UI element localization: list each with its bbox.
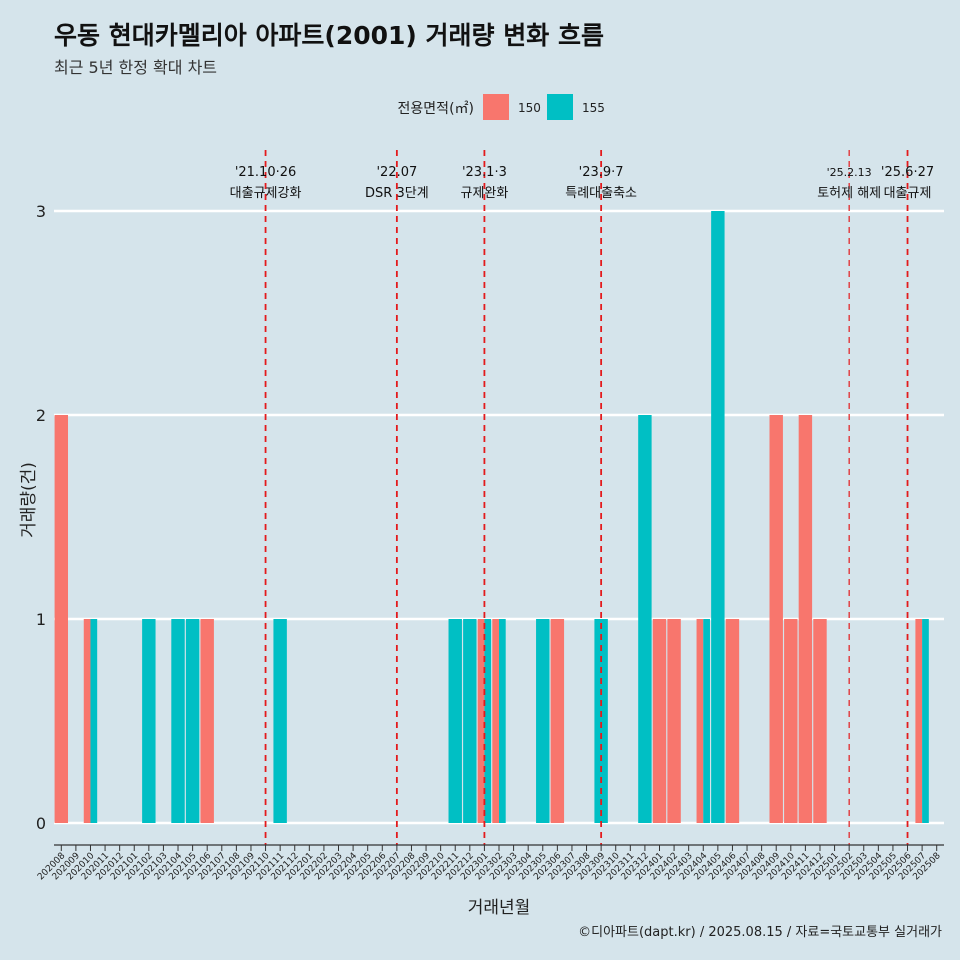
event-name-label: 대출규제강화 (230, 186, 302, 201)
bar-150-202402 (667, 619, 681, 823)
source-caption: ©디아파트(dapt.kr) / 2025.08.15 / 자료=국토교통부 실… (578, 925, 942, 940)
event-date-label: '22.07 (376, 165, 417, 180)
legend-title: 전용면적(㎡) (398, 101, 474, 117)
bar-155-202212 (463, 619, 477, 823)
bar-150-202404 (696, 619, 704, 823)
event-date-label: '25.6·27 (881, 165, 934, 180)
bar-155-202507 (922, 619, 929, 823)
y-tick-label: 1 (36, 610, 46, 629)
event-date-label: '23.9·7 (579, 165, 624, 180)
bar-155-202104 (171, 619, 185, 823)
bar-150-202401 (652, 619, 667, 823)
bar-150-202409 (769, 415, 783, 823)
bar-155-202010 (90, 619, 98, 823)
bar-155-202105 (185, 619, 200, 823)
bar-155-202302 (499, 619, 506, 823)
chart-title: 우동 현대카멜리아 아파트(2001) 거래량 변화 흐름 (54, 21, 604, 50)
bar-150-202507 (915, 619, 923, 823)
bar-150-202410 (784, 619, 798, 823)
bar-150-202306 (550, 619, 565, 823)
legend: 전용면적(㎡) 150 155 (398, 94, 605, 120)
bar-150-202008 (54, 415, 69, 823)
bar-150-202010 (83, 619, 91, 823)
event-name-label: 특례대출축소 (565, 186, 637, 201)
bar-155-202405 (711, 211, 725, 823)
bar-150-202301 (477, 619, 485, 823)
bar-155-202111 (273, 619, 287, 823)
event-date-label: '23.1·3 (462, 165, 507, 180)
event-name-label: 대출규제 (884, 186, 932, 201)
y-tick-label: 3 (36, 202, 46, 221)
bar-150-202106 (200, 619, 214, 823)
axes: 0123202008202009202010202011202012202101… (19, 202, 944, 918)
event-date-label: '21.10·26 (235, 165, 296, 180)
event-date-label: '25.2.13 (827, 166, 872, 179)
bar-155-202102 (142, 619, 156, 823)
legend-label-150: 150 (518, 101, 541, 115)
x-axis-title: 거래년월 (468, 898, 531, 918)
legend-label-155: 155 (582, 101, 605, 115)
bar-155-202301 (484, 619, 492, 823)
bar-155-202312 (638, 415, 652, 823)
legend-swatch-150 (483, 94, 509, 120)
bar-150-202302 (492, 619, 499, 823)
bar-150-202406 (725, 619, 740, 823)
event-name-label: DSR 3단계 (365, 186, 429, 201)
event-name-label: 규제완화 (460, 186, 508, 201)
bars (54, 211, 929, 823)
bar-150-202412 (813, 619, 827, 823)
bar-155-202404 (703, 619, 710, 823)
bar-155-202211 (448, 619, 462, 823)
event-lines: '21.10·26 대출규제강화 '22.07 DSR 3단계 '23.1·3 규제완화 '… (230, 150, 934, 845)
y-axis-title: 거래량(건) (19, 462, 39, 538)
legend-swatch-155 (547, 94, 573, 120)
bar-155-202305 (536, 619, 550, 823)
chart-subtitle: 최근 5년 한정 확대 차트 (54, 58, 218, 77)
y-tick-label: 2 (36, 406, 46, 425)
event-name-label: 토허제 해제 (817, 186, 881, 201)
y-tick-label: 0 (36, 814, 46, 833)
bar-155-202309 (594, 619, 608, 823)
bar-150-202411 (798, 415, 813, 823)
